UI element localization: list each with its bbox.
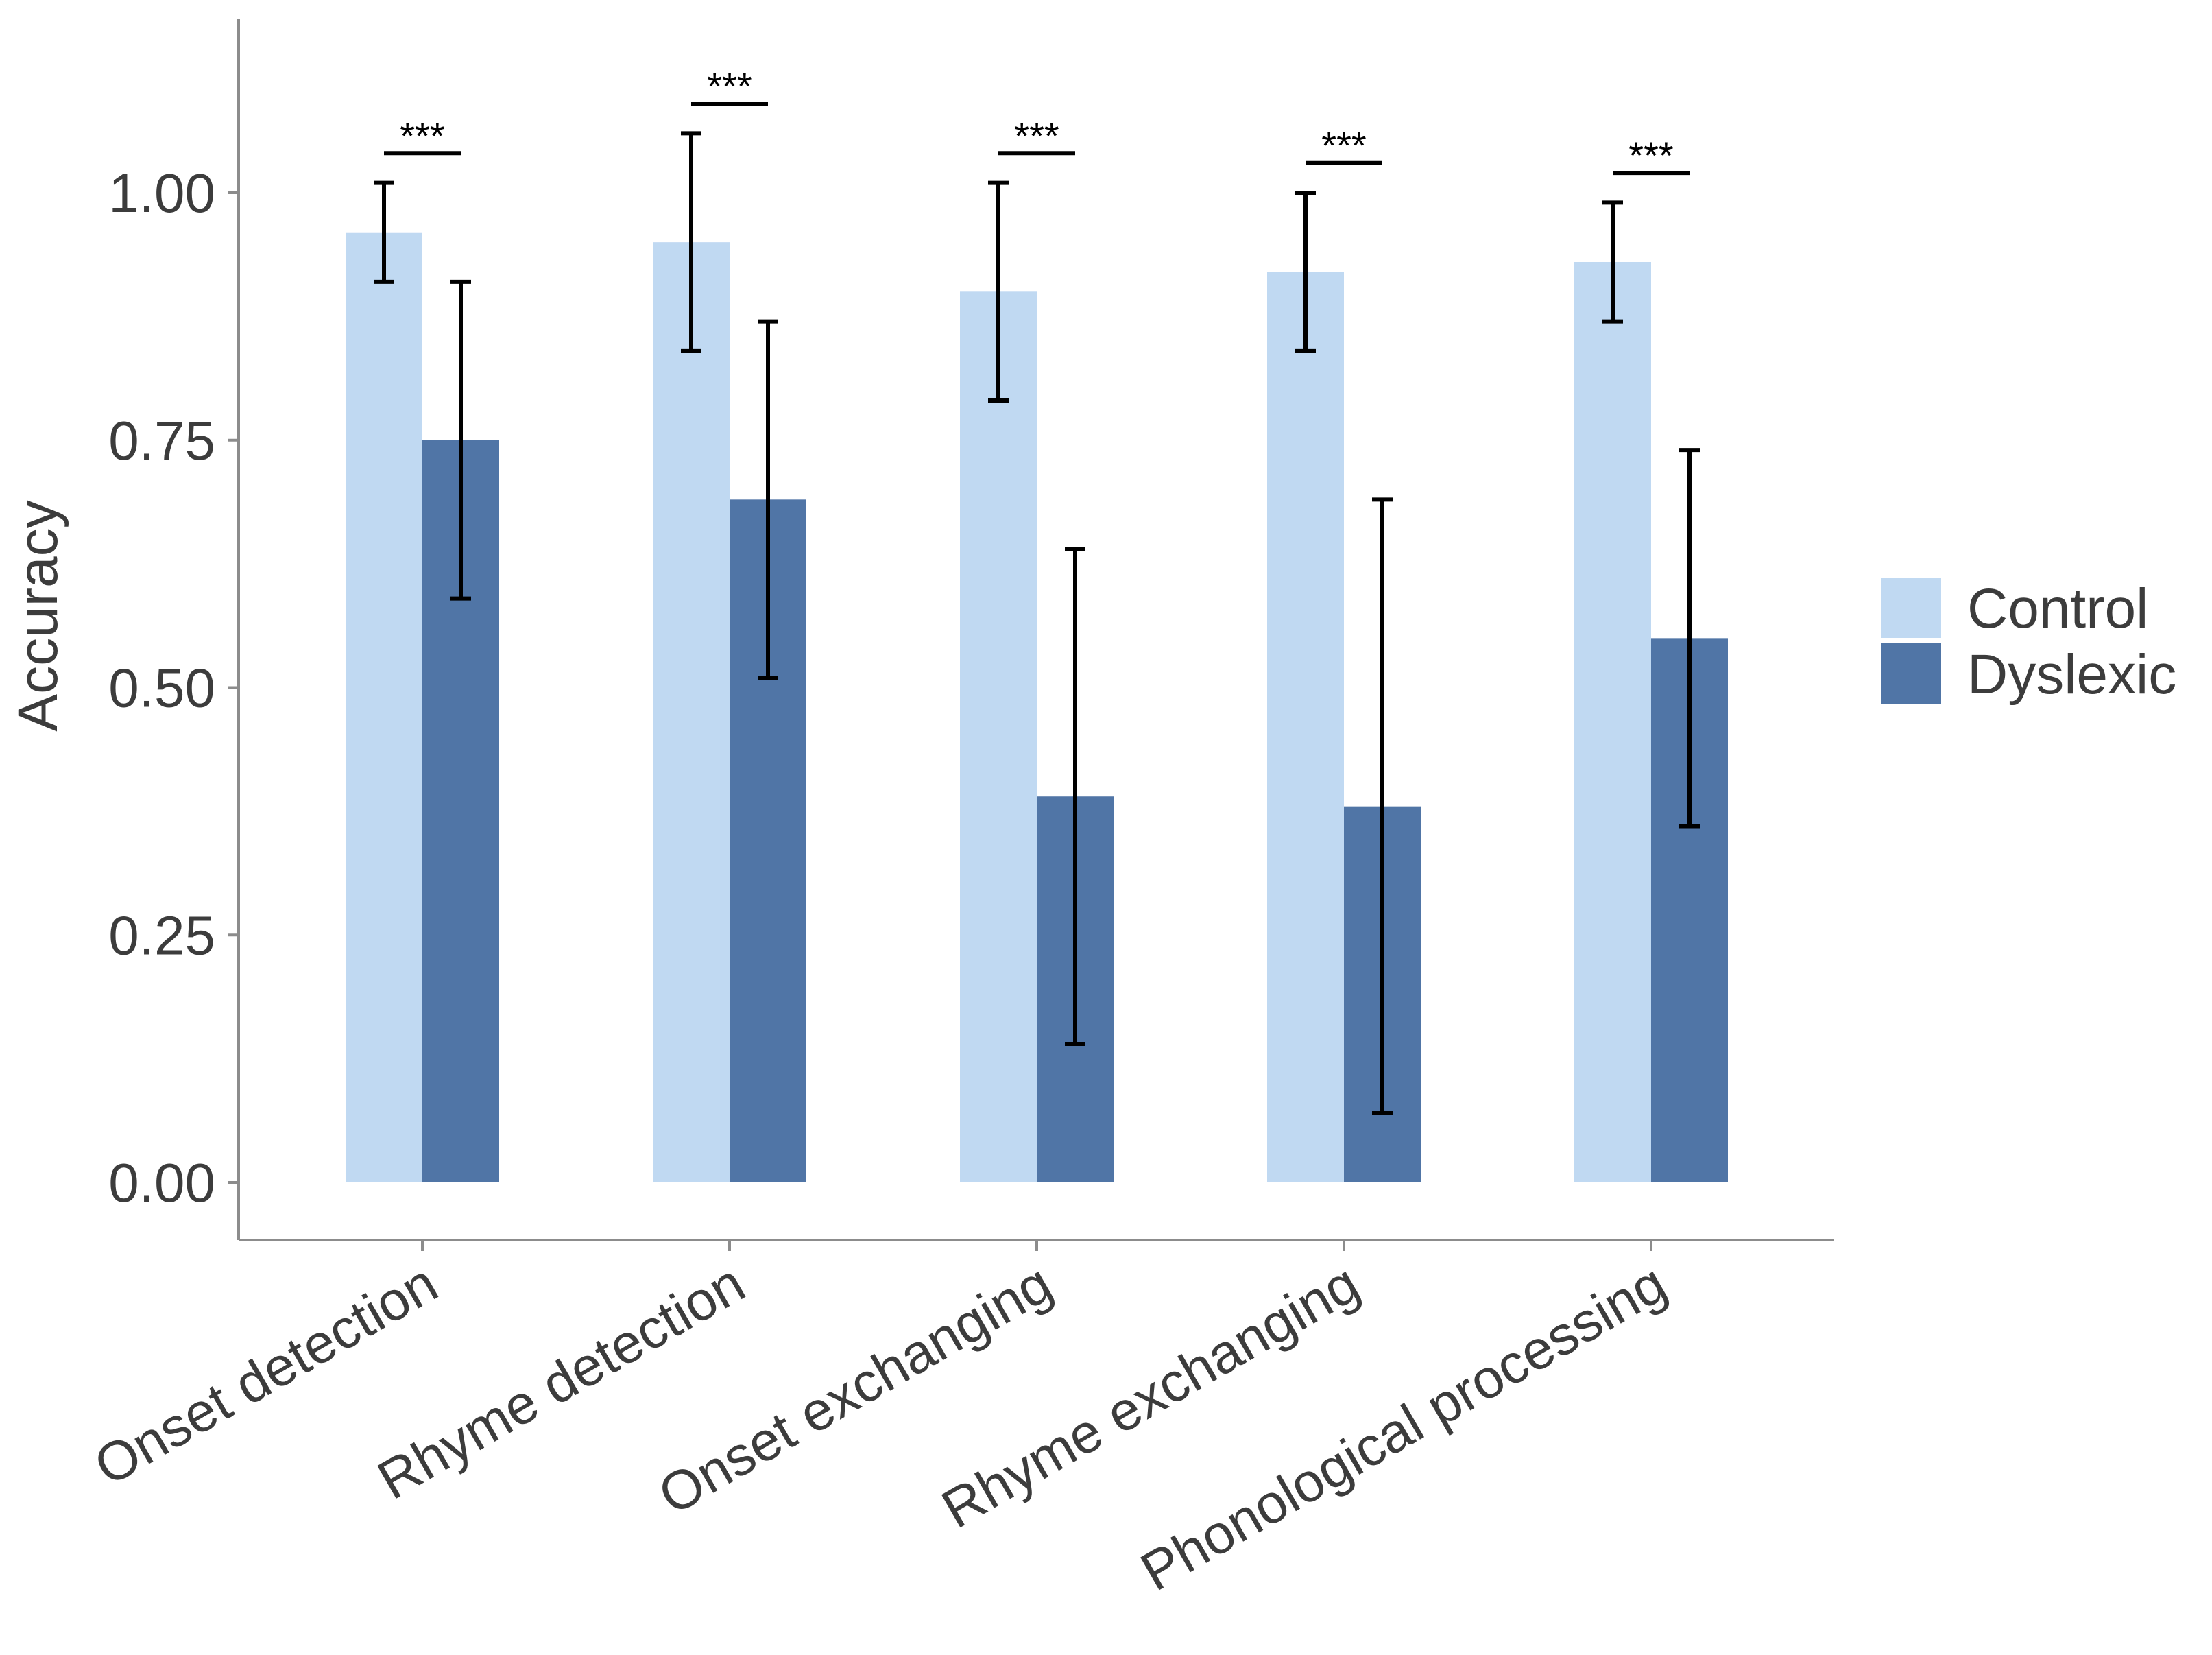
- errorbar-dyslexic-rhyme-exchanging: [1372, 497, 1393, 1115]
- errorbar-control-onset-exchanging: [988, 180, 1009, 403]
- x-tick-label-phonological-processing: Phonological processing: [1131, 1252, 1676, 1603]
- errorbar-dyslexic-onset-exchanging: [1065, 547, 1085, 1046]
- bars-layer: [346, 232, 1728, 1183]
- y-tick-label: 0.50: [108, 658, 215, 719]
- bar-control-rhyme-detection: [653, 242, 730, 1182]
- errorbar-control-onset-detection: [374, 180, 394, 284]
- y-tick-label: 0.00: [108, 1152, 215, 1213]
- errorbar-control-phonological-processing: [1602, 200, 1623, 324]
- legend-label-dyslexic: Dyslexic: [1967, 643, 2176, 706]
- errorbar-control-rhyme-exchanging: [1295, 191, 1316, 353]
- errorbar-control-rhyme-detection: [681, 131, 701, 353]
- significance-label-onset-exchanging: ***: [1014, 114, 1059, 157]
- y-tick-label: 0.75: [108, 410, 215, 471]
- significance-layer: *** *** *** *** ***: [384, 64, 1690, 177]
- legend-label-control: Control: [1967, 578, 2148, 640]
- legend-item-dyslexic: Dyslexic: [1881, 643, 2176, 706]
- y-ticks-layer: 0.00 0.25 0.50 0.75 1.00: [108, 163, 239, 1213]
- y-axis-label: Accuracy: [7, 500, 69, 731]
- errorbar-dyslexic-onset-detection: [450, 279, 471, 601]
- y-tick-label: 0.25: [108, 905, 215, 966]
- significance-label-rhyme-exchanging: ***: [1321, 124, 1366, 167]
- significance-label-onset-detection: ***: [400, 114, 444, 157]
- y-tick-label: 1.00: [108, 163, 215, 224]
- significance-label-phonological-processing: ***: [1628, 134, 1673, 177]
- bar-control-onset-exchanging: [960, 291, 1037, 1182]
- bar-control-onset-detection: [346, 232, 422, 1183]
- errorbars-layer: [374, 131, 1700, 1115]
- errorbar-dyslexic-rhyme-detection: [758, 319, 778, 680]
- errorbar-dyslexic-phonological-processing: [1679, 448, 1700, 829]
- legend-swatch-dyslexic: [1881, 643, 1941, 704]
- bar-control-phonological-processing: [1574, 262, 1651, 1182]
- legend-item-control: Control: [1881, 578, 2148, 640]
- bar-control-rhyme-exchanging: [1267, 272, 1344, 1183]
- significance-label-rhyme-detection: ***: [707, 64, 752, 108]
- legend-swatch-control: [1881, 578, 1941, 638]
